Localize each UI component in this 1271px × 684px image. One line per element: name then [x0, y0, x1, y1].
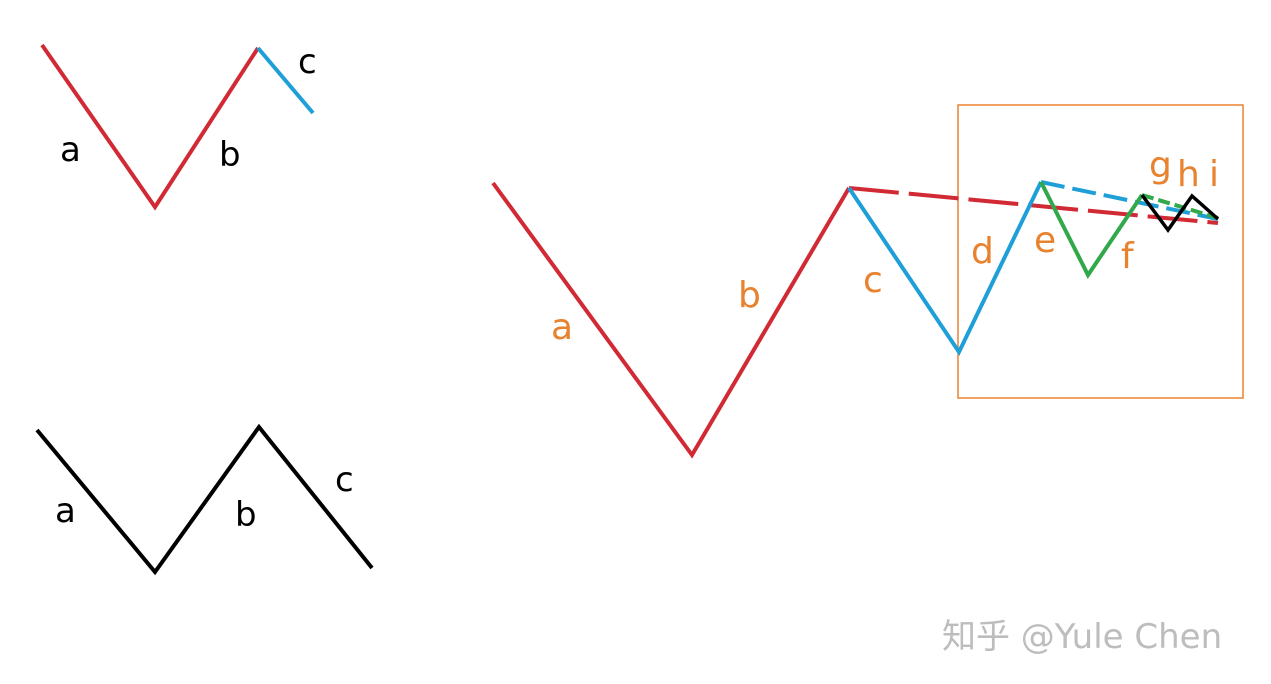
diagram-3: a b c d e f g h i: [491, 104, 1244, 459]
diagram-2-label-c: c: [335, 460, 354, 500]
diagram-1: a b c: [40, 42, 317, 211]
diagram-3-segment-cd: [847, 181, 1043, 357]
diagram-2: a b c: [35, 423, 374, 576]
diagram-3-segment-ab: [491, 181, 851, 459]
diagram-2-label-b: b: [235, 495, 257, 535]
diagram-1-label-a: a: [60, 130, 81, 170]
diagram-3-label-g: g: [1149, 145, 1172, 186]
diagram-3-label-b: b: [738, 275, 761, 316]
diagram-3-dashed-g-green: [1141, 193, 1219, 220]
diagram-1-segment-ab: [40, 43, 260, 211]
diagram-3-label-e: e: [1034, 220, 1056, 261]
diagram-3-dashed-e-blue: [1040, 180, 1219, 221]
zoom-box: [957, 104, 1244, 399]
diagram-2-label-a: a: [55, 491, 76, 531]
diagram-1-segment-c: [256, 46, 315, 115]
diagram-3-label-i: i: [1209, 154, 1219, 195]
diagram-3-label-d: d: [971, 231, 994, 272]
diagram-3-label-f: f: [1121, 236, 1135, 277]
watermark: 知乎 @Yule Chen: [942, 617, 1222, 657]
diagram-2-zigzag: [35, 423, 374, 576]
diagram-1-label-b: b: [219, 135, 241, 175]
diagram-3-label-h: h: [1177, 154, 1200, 195]
diagram-3-label-c: c: [863, 260, 883, 301]
diagram-3-segment-ef: [1039, 181, 1144, 279]
diagram-3-segment-ghi: [1140, 193, 1220, 233]
diagram-3-label-a: a: [551, 307, 573, 348]
diagram-1-label-c: c: [298, 42, 317, 82]
